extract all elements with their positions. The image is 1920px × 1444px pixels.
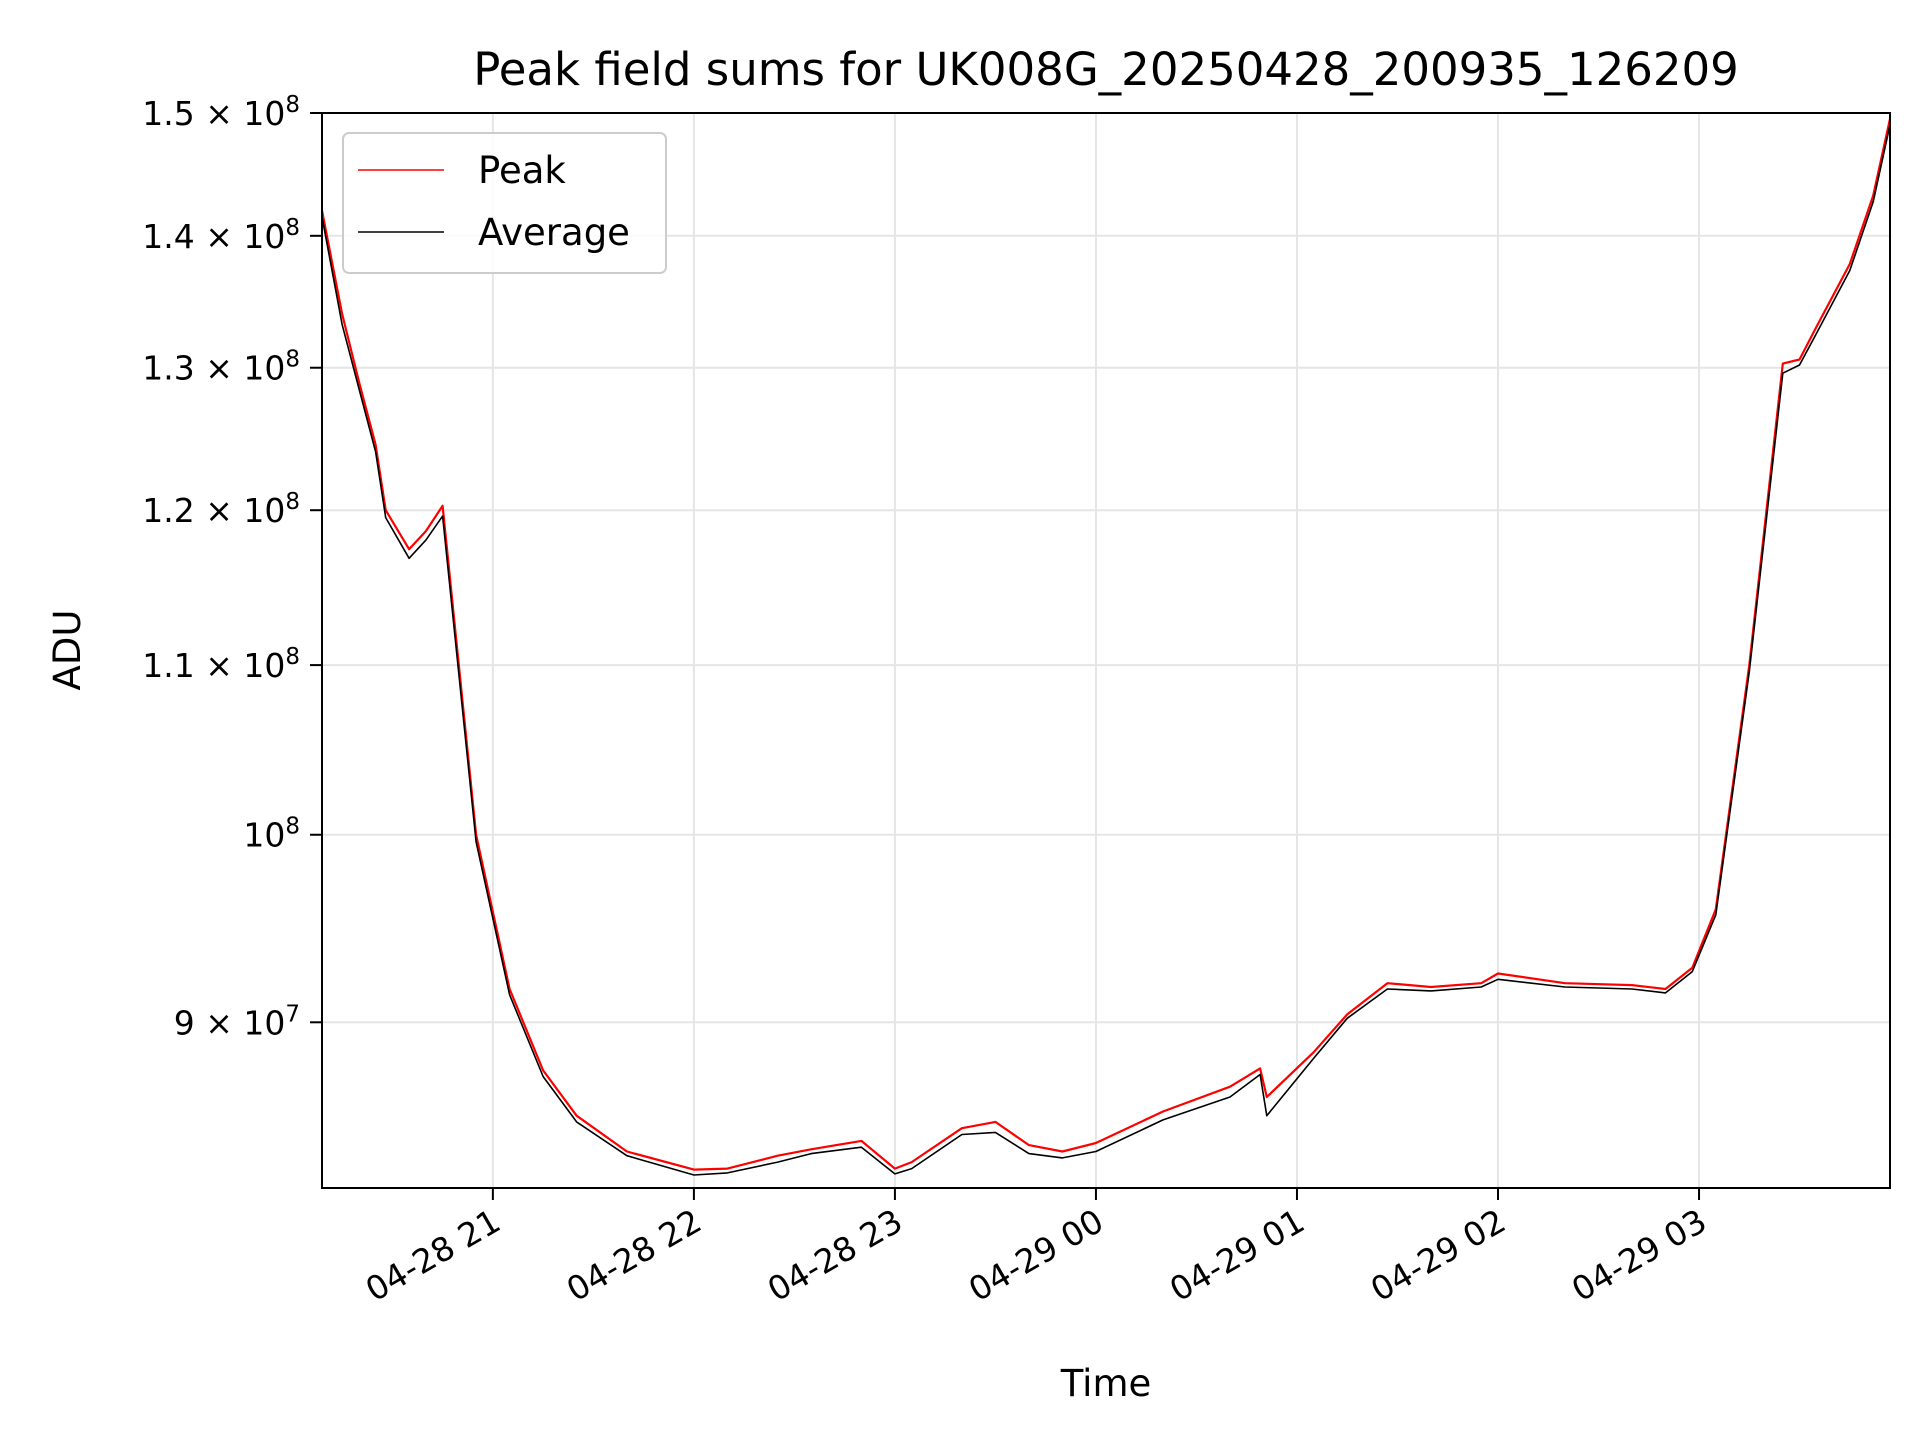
legend-label-average: Average [478, 211, 630, 254]
y-tick-label: 1.1 × 108 [142, 644, 300, 685]
plot-area-frame [321, 112, 1891, 1189]
legend-label-peak: Peak [478, 149, 566, 192]
legend: Peak Average [342, 132, 667, 274]
chart-title: Peak field sums for UK008G_20250428_2009… [473, 43, 1739, 96]
y-tick-label: 1.4 × 108 [142, 215, 300, 256]
y-axis-ticks: 9 × 107 108 1.1 × 108 1.2 × 108 1.3 × 108 1.4… [142, 92, 322, 1042]
y-tick-label: 1.5 × 108 [142, 92, 300, 133]
y-tick-label: 108 [243, 814, 300, 855]
series-line-average [321, 124, 1891, 1176]
series-lines [320, 118, 1892, 1176]
y-tick-label: 1.3 × 108 [142, 347, 300, 388]
y-tick-label: 9 × 107 [174, 1001, 300, 1042]
y-tick-label: 1.2 × 108 [142, 489, 300, 530]
y-axis-label: ADU [46, 610, 89, 691]
x-axis-label: Time [1060, 1362, 1152, 1405]
legend-box [342, 132, 667, 274]
series-line-peak [320, 118, 1892, 1171]
